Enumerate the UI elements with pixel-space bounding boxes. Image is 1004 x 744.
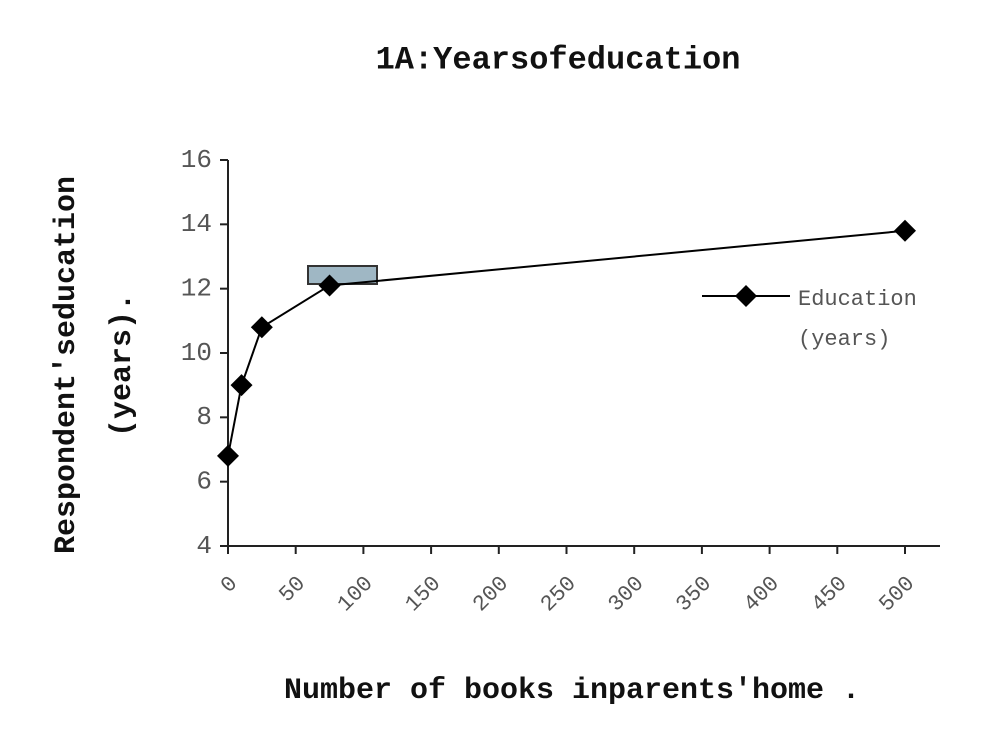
x-tick-label: 450 bbox=[807, 571, 853, 617]
x-tick-label: 100 bbox=[333, 571, 379, 617]
y-tick-label: 10 bbox=[181, 338, 212, 368]
marker bbox=[894, 219, 916, 242]
marker bbox=[230, 374, 253, 397]
marker bbox=[318, 274, 341, 297]
chart-title: 1A:Yearsofeducation bbox=[376, 41, 741, 78]
y-axis-label-line: (years). bbox=[106, 293, 140, 437]
x-tick-label: 300 bbox=[604, 571, 650, 617]
y-tick-label: 6 bbox=[196, 467, 212, 497]
x-tick-label: 0 bbox=[216, 571, 243, 598]
x-tick-label: 350 bbox=[671, 571, 717, 617]
legend-label: Education (years) bbox=[798, 287, 917, 352]
x-tick-label: 150 bbox=[400, 571, 446, 617]
y-tick-label: 16 bbox=[181, 145, 212, 175]
x-tick-label: 400 bbox=[739, 571, 785, 617]
x-tick-label: 250 bbox=[536, 571, 582, 617]
y-axis-label: Respondent'seducation (years). bbox=[50, 176, 140, 554]
y-tick-label: 14 bbox=[181, 209, 212, 239]
x-tick-label: 50 bbox=[274, 571, 310, 607]
y-tick-label: 4 bbox=[196, 531, 212, 561]
marker bbox=[217, 444, 239, 467]
y-tick-label: 8 bbox=[196, 402, 212, 432]
x-axis-label: Number of books inparents'home . bbox=[284, 674, 860, 708]
x-tick-label: 200 bbox=[468, 571, 514, 617]
x-tick-label: 500 bbox=[874, 571, 920, 617]
y-axis-label-line: Respondent'seducation bbox=[50, 176, 84, 554]
marker bbox=[250, 316, 273, 339]
legend-marker bbox=[735, 285, 757, 307]
y-tick-label: 12 bbox=[181, 274, 212, 304]
